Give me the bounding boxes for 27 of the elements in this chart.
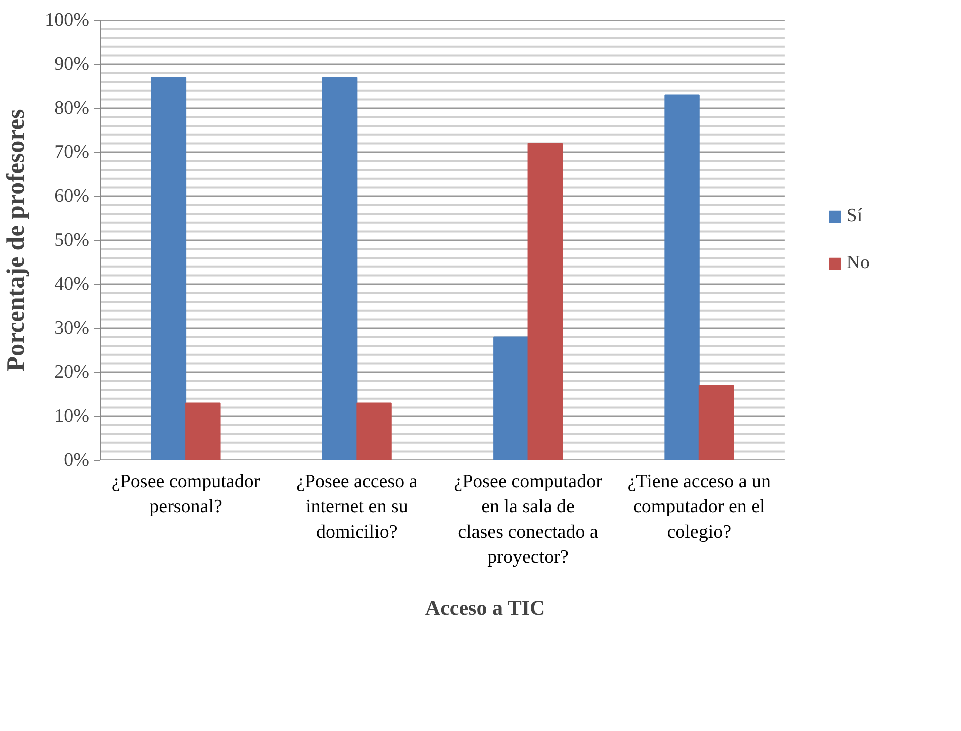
x-axis-title: Acceso a TIC [425,596,546,620]
y-tick-label: 70% [54,142,90,163]
bar [356,402,392,460]
y-tick-label: 30% [54,318,90,339]
y-tick-label: 10% [54,406,90,427]
legend-label: No [846,252,870,274]
y-tick-label: 40% [54,274,90,295]
x-tick-label: ¿Posee computador en la sala de clases conectado a proyector? [454,472,604,568]
bar [186,402,221,460]
y-tick-label: 20% [54,362,90,383]
bar [664,94,700,460]
x-tick-label: ¿Tiene acceso a un computador en el colegio? [628,472,772,543]
y-tick-label: 100% [45,10,90,31]
bar [322,77,358,460]
bar [698,385,734,460]
y-tick-label: 60% [54,186,90,207]
y-axis-title: Porcentaje de profesores [3,109,30,372]
y-tick-label: 50% [54,230,90,251]
bar [528,143,563,460]
x-tick-label: ¿Posee computador personal? [112,472,261,518]
legend-label: Sí [846,206,864,228]
bar [151,77,187,460]
y-tick-label: 80% [54,98,90,119]
y-tick-label: 0% [64,450,90,471]
y-tick-label: 90% [54,54,90,75]
bar [494,336,529,460]
x-tick-label: ¿Posee acceso a internet en su domicilio? [296,472,418,543]
